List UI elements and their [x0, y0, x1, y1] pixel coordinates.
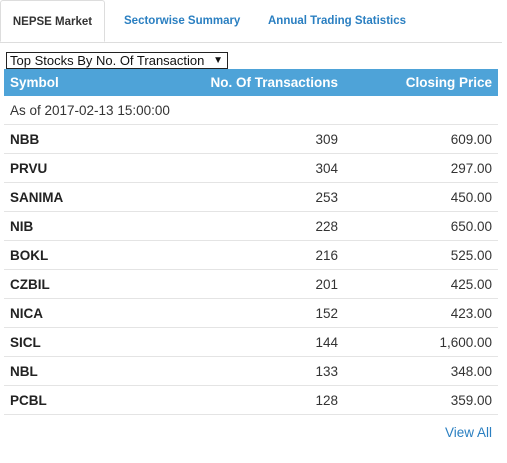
- cell-transactions: 253: [154, 182, 344, 212]
- tab-nepse-market[interactable]: NEPSE Market: [0, 0, 105, 42]
- cell-transactions: 144: [154, 327, 344, 357]
- cell-closing-price: 297.00: [344, 153, 498, 183]
- table-row: NBL 133 348.00: [4, 356, 498, 386]
- tab-sectorwise-summary[interactable]: Sectorwise Summary: [124, 15, 241, 27]
- cell-transactions: 128: [154, 385, 344, 415]
- header-transactions: No. Of Transactions: [154, 69, 344, 96]
- cell-transactions: 152: [154, 298, 344, 328]
- table-row: NIB 228 650.00: [4, 211, 498, 241]
- select-value: Top Stocks By No. Of Transaction: [10, 53, 205, 68]
- cell-closing-price: 359.00: [344, 385, 498, 415]
- triangle-down-icon: ▼: [213, 55, 223, 66]
- view-all-link[interactable]: View All: [444, 425, 492, 440]
- cell-symbol: NICA: [4, 298, 154, 328]
- cell-symbol: NBB: [4, 124, 154, 154]
- cell-transactions: 309: [154, 124, 344, 154]
- cell-symbol: PRVU: [4, 153, 154, 183]
- cell-symbol: SICL: [4, 327, 154, 357]
- table-row: SICL 144 1,600.00: [4, 327, 498, 357]
- cell-transactions: 304: [154, 153, 344, 183]
- cell-symbol: PCBL: [4, 385, 154, 415]
- table-row: NBB 309 609.00: [4, 124, 498, 154]
- cell-transactions: 201: [154, 269, 344, 299]
- cell-closing-price: 423.00: [344, 298, 498, 328]
- cell-transactions: 228: [154, 211, 344, 241]
- top-stocks-table: Symbol No. Of Transactions Closing Price…: [4, 69, 498, 415]
- header-symbol: Symbol: [4, 69, 154, 96]
- cell-symbol: BOKL: [4, 240, 154, 270]
- cell-closing-price: 348.00: [344, 356, 498, 386]
- as-of-row: As of 2017-02-13 15:00:00: [4, 96, 498, 125]
- cell-closing-price: 525.00: [344, 240, 498, 270]
- header-closing-price: Closing Price: [344, 69, 498, 96]
- cell-closing-price: 1,600.00: [344, 327, 498, 357]
- cell-closing-price: 650.00: [344, 211, 498, 241]
- table-row: NICA 152 423.00: [4, 298, 498, 328]
- as-of-timestamp: As of 2017-02-13 15:00:00: [4, 96, 498, 125]
- cell-symbol: NIB: [4, 211, 154, 241]
- table-row: PCBL 128 359.00: [4, 385, 498, 415]
- table-row: PRVU 304 297.00: [4, 153, 498, 183]
- table-row: SANIMA 253 450.00: [4, 182, 498, 212]
- table-row: BOKL 216 525.00: [4, 240, 498, 270]
- table-row: CZBIL 201 425.00: [4, 269, 498, 299]
- table-header-row: Symbol No. Of Transactions Closing Price: [4, 69, 498, 96]
- cell-closing-price: 425.00: [344, 269, 498, 299]
- cell-symbol: CZBIL: [4, 269, 154, 299]
- cell-transactions: 216: [154, 240, 344, 270]
- tab-annual-trading-statistics[interactable]: Annual Trading Statistics: [268, 15, 407, 27]
- cell-closing-price: 609.00: [344, 124, 498, 154]
- tab-bar: NEPSE Market Sectorwise Summary Annual T…: [0, 0, 502, 43]
- cell-symbol: SANIMA: [4, 182, 154, 212]
- cell-symbol: NBL: [4, 356, 154, 386]
- cell-transactions: 133: [154, 356, 344, 386]
- cell-closing-price: 450.00: [344, 182, 498, 212]
- top-stocks-select[interactable]: Top Stocks By No. Of Transaction ▼: [6, 52, 228, 69]
